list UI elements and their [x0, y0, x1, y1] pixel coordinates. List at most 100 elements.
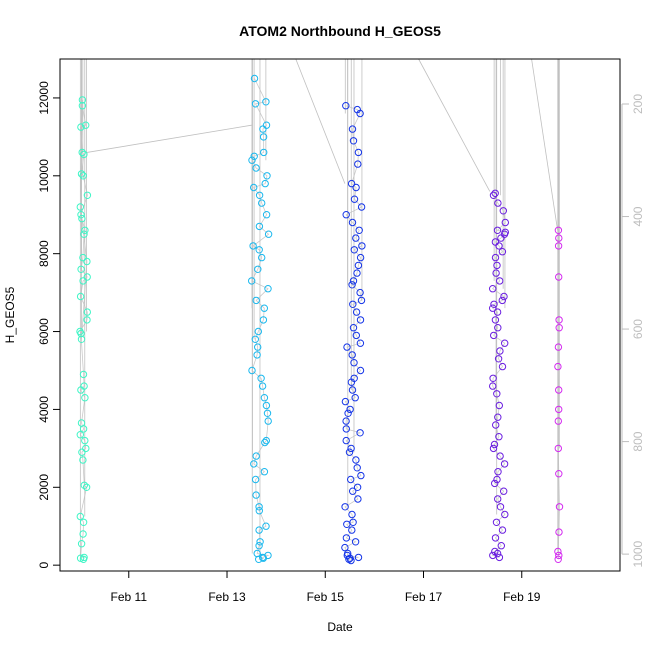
data-point — [344, 409, 352, 417]
x-tick-label: Feb 17 — [405, 590, 443, 604]
data-point — [76, 431, 85, 439]
data-point — [251, 100, 260, 108]
data-point — [347, 475, 355, 484]
data-point — [352, 308, 361, 316]
data-point — [263, 172, 271, 180]
data-point — [249, 242, 257, 250]
data-point — [82, 483, 91, 491]
data-point — [77, 170, 86, 178]
data-point — [261, 438, 269, 447]
data-point — [349, 518, 357, 526]
transit-line — [86, 124, 252, 153]
data-point — [491, 189, 499, 198]
data-point — [554, 226, 563, 235]
data-point — [341, 543, 349, 552]
data-point — [82, 444, 90, 453]
data-point — [555, 405, 563, 414]
data-point — [348, 510, 356, 519]
data-point — [555, 386, 563, 394]
data-point — [343, 343, 351, 351]
data-point — [255, 246, 263, 254]
data-point — [356, 316, 365, 324]
data-point — [81, 226, 89, 235]
transit-line — [531, 58, 559, 231]
data-point — [348, 386, 357, 394]
data-point — [256, 538, 264, 546]
data-point — [264, 551, 272, 560]
data-point — [81, 394, 89, 402]
data-point — [495, 553, 504, 562]
data-point — [79, 172, 87, 180]
data-point — [255, 191, 264, 200]
data-point — [348, 218, 357, 227]
data-point — [82, 121, 90, 129]
data-point — [353, 483, 362, 491]
data-point — [346, 405, 354, 414]
data-point — [77, 123, 85, 131]
data-point — [262, 401, 271, 410]
data-points — [76, 74, 564, 565]
data-point — [252, 452, 260, 460]
data-point — [491, 316, 500, 324]
data-point — [555, 528, 563, 536]
data-point — [254, 265, 262, 273]
data-point — [555, 234, 563, 242]
data-point — [501, 339, 509, 347]
data-point — [495, 433, 503, 441]
data-point — [494, 468, 502, 476]
data-point — [253, 351, 261, 359]
y-tick-label: 2000 — [37, 474, 51, 501]
data-point — [76, 327, 84, 336]
data-point — [357, 471, 365, 480]
data-point — [489, 374, 497, 382]
data-point — [497, 542, 505, 550]
data-point — [498, 526, 507, 534]
data-point — [255, 503, 263, 511]
data-point — [356, 429, 364, 437]
data-point — [250, 74, 259, 83]
data-point — [354, 553, 363, 562]
data-point — [498, 362, 507, 371]
data-point — [251, 475, 260, 484]
data-point — [496, 347, 504, 355]
y-tick-label: 8000 — [37, 240, 51, 267]
data-point — [348, 125, 357, 133]
data-point — [252, 296, 260, 305]
data-point — [496, 452, 504, 460]
data-point — [495, 401, 503, 410]
data-point — [494, 355, 503, 363]
data-point — [353, 269, 361, 277]
data-point — [342, 211, 350, 219]
y2-tick-label: 1000 — [631, 540, 645, 567]
y-tick-label: 0 — [37, 562, 51, 569]
axes: Feb 11 Feb 13 Feb 15 Feb 17 Feb 19 0 2000 4000 6… — [37, 58, 645, 604]
data-point — [258, 199, 266, 207]
data-point — [260, 468, 269, 476]
data-point — [555, 316, 563, 324]
data-point — [555, 503, 564, 511]
data-point — [554, 362, 562, 371]
data-point — [491, 534, 500, 542]
data-point — [356, 253, 365, 262]
data-point — [555, 324, 563, 332]
data-point — [352, 331, 360, 340]
data-point — [489, 191, 498, 200]
data-point — [251, 335, 260, 343]
data-point — [494, 199, 502, 207]
data-point — [76, 292, 85, 301]
data-point — [351, 394, 359, 402]
data-point — [257, 374, 265, 382]
data-point — [78, 448, 86, 456]
data-point — [344, 549, 352, 558]
data-point — [262, 121, 271, 129]
data-point — [349, 277, 358, 285]
data-point — [493, 261, 501, 270]
data-point — [494, 413, 502, 421]
data-point — [253, 549, 261, 558]
data-point — [555, 273, 563, 281]
data-point — [79, 530, 87, 538]
data-point — [79, 370, 88, 379]
data-point — [262, 98, 270, 106]
data-point — [79, 456, 87, 464]
